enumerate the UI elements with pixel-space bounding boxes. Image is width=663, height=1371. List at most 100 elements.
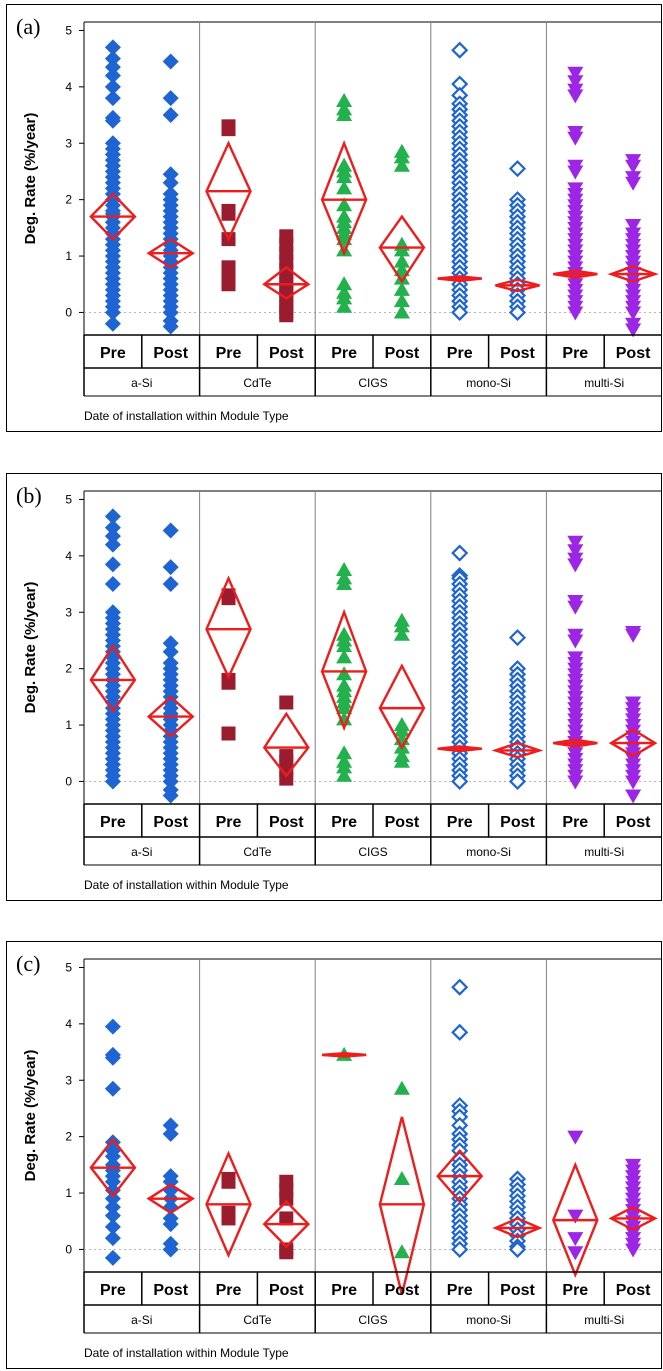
data-point — [105, 316, 121, 332]
data-point — [511, 162, 525, 176]
chart-panel-b: (b) Deg. Rate (%/year) 0 1 2 3 4 5 Pre Post a-Si Pr… — [6, 473, 662, 901]
group-CdTe-Post — [264, 229, 308, 322]
period-label: Pre — [562, 814, 588, 831]
y-tick-label: 2 — [65, 662, 72, 676]
group-CIGS-Pre — [322, 1047, 366, 1061]
group-CdTe-Pre — [207, 1154, 251, 1256]
group-mono-Si-Post — [496, 1172, 540, 1256]
module-type-label: CIGS — [358, 845, 387, 859]
group-CdTe-Post — [264, 1175, 308, 1259]
y-tick-label: 1 — [65, 718, 72, 732]
y-tick-label: 2 — [65, 1130, 72, 1144]
group-multi-Si-Pre — [553, 67, 597, 321]
y-axis-label: Deg. Rate (%/year) — [22, 1050, 39, 1182]
data-point — [105, 113, 121, 129]
data-point — [222, 1175, 236, 1189]
period-label: Post — [269, 345, 304, 362]
data-point — [567, 306, 583, 320]
period-label: Pre — [100, 1282, 126, 1299]
group-multi-Si-Post — [611, 626, 655, 804]
group-CIGS-Post — [380, 613, 424, 768]
group-a-Si-Post — [149, 522, 193, 803]
module-type-label: mono-Si — [466, 376, 511, 390]
period-label: Post — [385, 1282, 420, 1299]
module-type-label: CdTe — [243, 376, 271, 390]
group-CIGS-Post — [380, 1081, 424, 1295]
chart-svg-a: (a)Deg. Rate (%/year)012345Pre Posta-SiPr… — [6, 4, 662, 432]
data-point — [394, 1171, 410, 1185]
data-point — [567, 1210, 583, 1224]
data-point — [567, 132, 583, 146]
module-type-label: a-Si — [131, 845, 152, 859]
data-point — [105, 556, 121, 572]
group-mono-Si-Post — [496, 631, 540, 789]
period-label: Post — [385, 345, 420, 362]
y-tick-label: 4 — [65, 80, 72, 94]
data-point — [394, 1244, 410, 1258]
period-label: Post — [269, 814, 304, 831]
period-label: Pre — [216, 1282, 242, 1299]
data-point — [105, 1081, 121, 1097]
data-point — [105, 1050, 121, 1066]
data-point — [567, 165, 583, 179]
module-type-label: a-Si — [131, 1313, 152, 1327]
module-type-label: multi-Si — [584, 845, 624, 859]
data-point — [105, 1230, 121, 1246]
group-mono-Si-Pre — [438, 980, 482, 1256]
group-a-Si-Pre — [91, 508, 135, 789]
panel-label: (b) — [16, 483, 42, 508]
data-point — [567, 1131, 583, 1145]
y-tick-label: 2 — [65, 193, 72, 207]
period-label: Post — [616, 814, 651, 831]
group-CdTe-Pre — [207, 119, 251, 291]
data-point — [163, 1126, 179, 1142]
group-multi-Si-Post — [611, 154, 655, 337]
y-tick-label: 5 — [65, 23, 72, 37]
module-type-label: CdTe — [243, 845, 271, 859]
module-type-label: a-Si — [131, 376, 152, 390]
module-type-label: CdTe — [243, 1313, 271, 1327]
x-axis-title: Date of installation within Module Type — [84, 409, 289, 423]
y-tick-label: 4 — [65, 1017, 72, 1031]
group-multi-Si-Pre — [553, 536, 597, 790]
data-point — [222, 207, 236, 221]
period-label: Pre — [100, 814, 126, 831]
period-label: Pre — [447, 1282, 473, 1299]
y-tick-label: 5 — [65, 960, 72, 974]
data-point — [279, 695, 293, 709]
y-tick-label: 5 — [65, 492, 72, 506]
period-label: Pre — [331, 345, 357, 362]
y-tick-label: 1 — [65, 1186, 72, 1200]
period-label: Pre — [216, 814, 242, 831]
period-label: Pre — [331, 814, 357, 831]
period-label: Pre — [447, 814, 473, 831]
period-label: Pre — [562, 345, 588, 362]
data-point — [105, 1250, 121, 1266]
data-point — [567, 634, 583, 648]
period-label: Pre — [447, 345, 473, 362]
y-tick-label: 0 — [65, 1242, 72, 1256]
data-point — [222, 122, 236, 136]
data-point — [163, 90, 179, 106]
data-point — [625, 775, 641, 789]
data-point — [625, 177, 641, 191]
module-type-label: mono-Si — [466, 1313, 511, 1327]
period-label: Pre — [562, 1282, 588, 1299]
chart-panel-a: (a) Deg. Rate (%/year) 0 1 2 3 4 5 Pre Post a-Si Pr… — [6, 4, 662, 432]
period-label: Pre — [331, 1282, 357, 1299]
group-a-Si-Pre — [91, 39, 135, 331]
panel-label: (a) — [16, 14, 40, 39]
data-point — [163, 522, 179, 538]
x-axis-title: Date of installation within Module Type — [84, 878, 289, 892]
module-type-label: mono-Si — [466, 845, 511, 859]
group-a-Si-Pre — [91, 1019, 135, 1266]
group-mono-Si-Pre — [438, 546, 482, 788]
y-tick-label: 1 — [65, 249, 72, 263]
data-point — [567, 1232, 583, 1246]
data-point — [222, 1211, 236, 1225]
group-CdTe-Pre — [207, 578, 251, 740]
module-type-label: CIGS — [358, 1313, 387, 1327]
group-CIGS-Post — [380, 144, 424, 319]
module-type-label: multi-Si — [584, 1313, 624, 1327]
